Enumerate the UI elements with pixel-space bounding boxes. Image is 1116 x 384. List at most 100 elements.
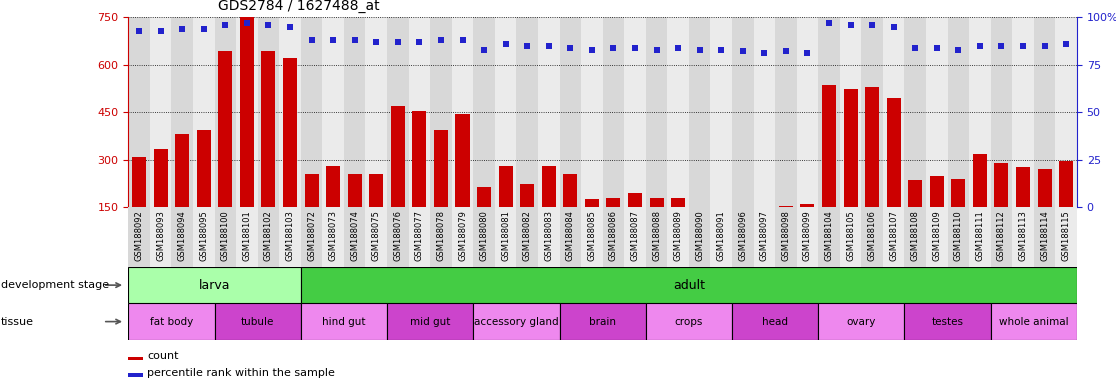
- Bar: [753, 17, 776, 207]
- Bar: [776, 17, 797, 207]
- Text: tubule: tubule: [241, 316, 275, 327]
- Bar: [196, 130, 211, 255]
- Text: GSM188106: GSM188106: [867, 210, 877, 261]
- Text: GSM188115: GSM188115: [1061, 210, 1070, 261]
- Text: GSM188081: GSM188081: [501, 210, 510, 261]
- Text: GSM188097: GSM188097: [760, 210, 769, 261]
- Text: GSM188109: GSM188109: [932, 210, 941, 261]
- Bar: [1012, 17, 1033, 207]
- Bar: [711, 17, 732, 207]
- Point: [173, 26, 191, 32]
- Point: [518, 43, 536, 49]
- Bar: [1038, 169, 1051, 255]
- Point: [131, 28, 148, 34]
- Text: GSM188108: GSM188108: [911, 210, 920, 261]
- Text: count: count: [147, 351, 179, 361]
- Bar: [758, 211, 771, 255]
- Bar: [366, 17, 387, 207]
- Point: [540, 43, 558, 49]
- Point: [497, 41, 514, 47]
- Bar: [559, 17, 581, 207]
- Bar: [603, 17, 624, 207]
- Bar: [689, 17, 711, 207]
- Bar: [1056, 17, 1077, 207]
- Text: GSM188082: GSM188082: [522, 210, 531, 261]
- Bar: [991, 17, 1012, 207]
- Bar: [150, 17, 172, 207]
- Text: tissue: tissue: [1, 316, 35, 327]
- Bar: [973, 154, 987, 255]
- Bar: [818, 303, 904, 340]
- Bar: [667, 17, 689, 207]
- Text: GSM188079: GSM188079: [458, 210, 466, 261]
- Text: GSM188080: GSM188080: [480, 210, 489, 261]
- Text: GSM188084: GSM188084: [566, 210, 575, 261]
- Point: [647, 46, 665, 53]
- Bar: [732, 303, 818, 340]
- Bar: [887, 98, 901, 255]
- Bar: [991, 303, 1077, 340]
- Bar: [494, 17, 517, 207]
- Point: [453, 37, 471, 43]
- Text: GSM188091: GSM188091: [716, 210, 725, 261]
- Bar: [128, 267, 301, 303]
- Text: percentile rank within the sample: percentile rank within the sample: [147, 368, 335, 378]
- Bar: [926, 207, 947, 267]
- Text: GSM188093: GSM188093: [156, 210, 165, 261]
- Bar: [564, 174, 577, 255]
- Bar: [581, 17, 603, 207]
- Bar: [517, 17, 538, 207]
- Point: [950, 46, 968, 53]
- Bar: [926, 17, 947, 207]
- Bar: [279, 17, 301, 207]
- Bar: [128, 374, 143, 376]
- Text: GSM188076: GSM188076: [393, 210, 403, 262]
- Bar: [624, 17, 646, 207]
- Bar: [991, 207, 1012, 267]
- Bar: [348, 174, 362, 255]
- Bar: [1059, 161, 1074, 255]
- Bar: [671, 198, 685, 255]
- Bar: [175, 134, 190, 255]
- Text: GSM188075: GSM188075: [372, 210, 381, 261]
- Bar: [947, 207, 969, 267]
- Text: GSM188102: GSM188102: [264, 210, 273, 261]
- Bar: [150, 207, 172, 267]
- Point: [992, 43, 1010, 49]
- Text: GSM188077: GSM188077: [415, 210, 424, 262]
- Point: [411, 39, 429, 45]
- Bar: [1033, 17, 1056, 207]
- Bar: [650, 199, 664, 255]
- Bar: [172, 17, 193, 207]
- Bar: [452, 207, 473, 267]
- Point: [927, 45, 945, 51]
- Point: [820, 20, 838, 26]
- Text: GSM188105: GSM188105: [846, 210, 855, 261]
- Bar: [646, 207, 667, 267]
- Text: GSM188100: GSM188100: [221, 210, 230, 261]
- Bar: [732, 17, 753, 207]
- Point: [756, 50, 773, 56]
- Text: GSM188090: GSM188090: [695, 210, 704, 261]
- Point: [195, 26, 213, 32]
- Text: GSM188101: GSM188101: [242, 210, 251, 261]
- Text: GSM188072: GSM188072: [307, 210, 316, 261]
- Point: [475, 46, 493, 53]
- Text: GSM188078: GSM188078: [436, 210, 445, 262]
- Text: adult: adult: [673, 279, 705, 291]
- Text: accessory gland: accessory gland: [474, 316, 559, 327]
- Bar: [452, 17, 473, 207]
- Text: GSM188088: GSM188088: [652, 210, 661, 262]
- Bar: [214, 17, 237, 207]
- Bar: [606, 198, 620, 255]
- Bar: [408, 17, 430, 207]
- Bar: [800, 204, 815, 255]
- Text: GSM188095: GSM188095: [200, 210, 209, 261]
- Bar: [839, 17, 862, 207]
- Point: [260, 22, 278, 28]
- Bar: [413, 111, 426, 255]
- Bar: [193, 207, 214, 267]
- Bar: [776, 207, 797, 267]
- Bar: [391, 106, 405, 255]
- Point: [281, 24, 299, 30]
